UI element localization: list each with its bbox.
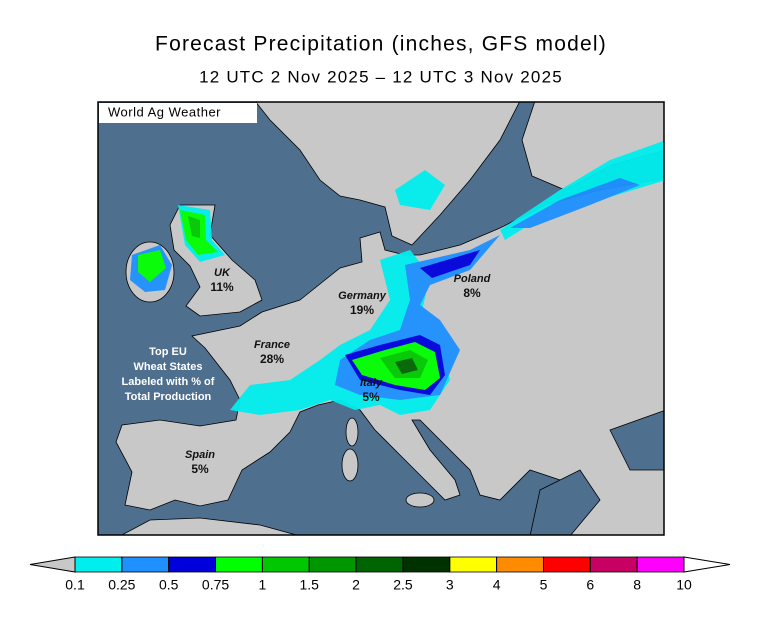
- colorbar-under: [29, 556, 76, 573]
- subtitle: 12 UTC 2 Nov 2025 – 12 UTC 3 Nov 2025: [199, 67, 563, 86]
- precip-area: [395, 170, 445, 210]
- colorbar-bin: [355, 556, 404, 573]
- land: [121, 517, 298, 535]
- credit-box: [99, 103, 257, 123]
- colorbar-bin: [496, 556, 544, 573]
- country-share: 5%: [362, 390, 380, 404]
- colorbar-bin: [449, 556, 498, 573]
- colorbar-label: 0.25: [108, 577, 135, 593]
- country-share: 28%: [260, 352, 284, 366]
- colorbar-label: 2.5: [393, 577, 413, 593]
- note-line: Top EU: [149, 346, 187, 358]
- country-share: 8%: [463, 286, 481, 300]
- precip-area: [420, 250, 480, 278]
- colorbar-bin: [74, 556, 123, 573]
- colorbar-label: 8: [633, 577, 641, 593]
- note: Top EU Wheat States Labeled with % of Total…: [122, 346, 215, 403]
- colorbar-bin: [402, 556, 451, 573]
- precip-area: [188, 216, 200, 238]
- colorbar-bin: [308, 556, 357, 573]
- sea: [529, 469, 601, 535]
- colorbar-label: 1: [258, 577, 266, 593]
- country-name: UK: [214, 267, 231, 279]
- colorbar-bin: [215, 556, 263, 573]
- precipitation: [130, 140, 664, 415]
- colorbar-label: 0.1: [65, 577, 85, 593]
- colorbar-bin: [121, 556, 170, 573]
- country-name: Germany: [338, 290, 387, 302]
- country-share: 5%: [191, 462, 209, 476]
- country-name: Poland: [454, 273, 491, 285]
- precip-area: [395, 358, 418, 374]
- colorbar-label: 6: [586, 577, 594, 593]
- colorbar-bin: [168, 556, 216, 573]
- colorbar-bin: [636, 556, 685, 573]
- colorbar-label: 0.75: [202, 577, 229, 593]
- note-line: Labeled with % of: [122, 376, 215, 388]
- colorbar-label: 4: [493, 577, 501, 593]
- title: Forecast Precipitation (inches, GFS mode…: [155, 33, 607, 56]
- note-line: Total Production: [125, 391, 212, 403]
- colorbar-label: 0.5: [159, 577, 179, 593]
- colorbar: 0.1 0.25 0.5 0.75 1 1.5 2 2.5 3 4 5 6 8 10: [29, 556, 731, 593]
- precip-area: [510, 178, 640, 228]
- sea: [609, 410, 664, 471]
- colorbar-label: 2: [352, 577, 360, 593]
- country-name: France: [254, 339, 290, 351]
- colorbar-label: 5: [540, 577, 548, 593]
- map: World Ag Weather Top EU Wheat States Label…: [97, 101, 665, 536]
- colorbar-label: 10: [676, 577, 692, 593]
- precip-area: [138, 250, 166, 282]
- colorbar-bin: [543, 556, 591, 573]
- land: [405, 492, 435, 508]
- country-share: 11%: [210, 280, 234, 294]
- country-labels: UK11%Germany19%Poland8%France28%Italy5%S…: [185, 267, 491, 476]
- colorbar-over: [683, 556, 731, 573]
- colorbar-label: 1.5: [299, 577, 319, 593]
- colorbar-label: 3: [446, 577, 454, 593]
- colorbar-bin: [261, 556, 310, 573]
- country-name: Italy: [360, 377, 383, 389]
- land: [255, 102, 520, 246]
- land: [341, 448, 359, 482]
- land: [345, 417, 359, 447]
- country-name: Spain: [185, 449, 215, 461]
- note-line: Wheat States: [133, 361, 202, 373]
- credit: World Ag Weather: [108, 104, 221, 119]
- country-share: 19%: [350, 303, 374, 317]
- map-frame: [97, 101, 665, 536]
- colorbar-bin: [589, 556, 638, 573]
